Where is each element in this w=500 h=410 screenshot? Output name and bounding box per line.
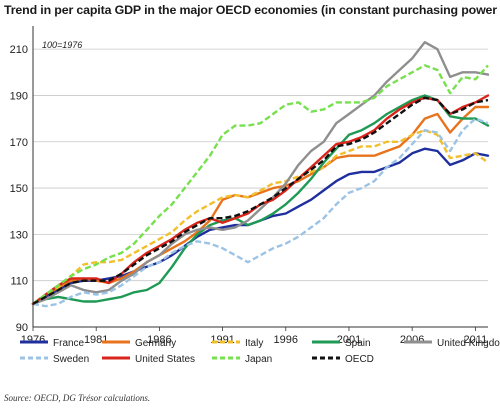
series-line-united-kingdom xyxy=(31,41,490,305)
series-line-japan xyxy=(32,64,489,305)
legend: France Germany Italy Spain United Kingdom Swe… xyxy=(20,338,500,365)
series-line-sweden xyxy=(32,117,489,308)
legend-label-france: France xyxy=(53,338,85,349)
legend-label-italy: Italy xyxy=(245,338,263,349)
x-tick-label: 1976 xyxy=(21,334,45,346)
x-tick-label: 1986 xyxy=(147,334,171,346)
grid-lines xyxy=(33,48,488,328)
series-line-italy xyxy=(32,129,489,305)
y-tick-label: 110 xyxy=(10,276,28,288)
x-tick-label: 2006 xyxy=(400,334,424,346)
legend-label-united-kingdom: United Kingdom xyxy=(437,338,500,349)
legend-label-japan: Japan xyxy=(245,354,272,365)
axes xyxy=(32,26,488,331)
x-tick-label: 2001 xyxy=(337,334,361,346)
y-tick-label: 90 xyxy=(16,322,28,334)
legend-label-sweden: Sweden xyxy=(53,354,89,365)
y-tick-label: 130 xyxy=(10,229,28,241)
y-tick-label: 210 xyxy=(10,44,28,56)
legend-label-oecd: OECD xyxy=(345,354,374,365)
chart-source: Source: OECD, DG Trésor calculations. xyxy=(4,393,151,403)
x-tick-label: 1996 xyxy=(274,334,298,346)
legend-label-spain: Spain xyxy=(345,338,371,349)
chart-title: Trend in per capita GDP in the major OEC… xyxy=(4,3,498,17)
base-year-annotation: 100=1976 xyxy=(42,40,82,50)
y-tick-label: 190 xyxy=(10,90,28,102)
series-lines xyxy=(31,41,490,308)
legend-label-germany: Germany xyxy=(135,338,176,349)
y-axis-tick-labels: 90 110 130 150 170 190 210 xyxy=(10,44,28,334)
x-tick-label: 1981 xyxy=(84,334,108,346)
legend-label-united-states: United States xyxy=(135,354,195,365)
y-tick-label: 170 xyxy=(10,137,28,149)
series-line-oecd xyxy=(32,96,489,305)
series-line-spain xyxy=(31,94,490,305)
y-tick-label: 150 xyxy=(10,183,28,195)
x-tick-label: 2011 xyxy=(464,334,488,346)
x-tick-label: 1991 xyxy=(210,334,234,346)
